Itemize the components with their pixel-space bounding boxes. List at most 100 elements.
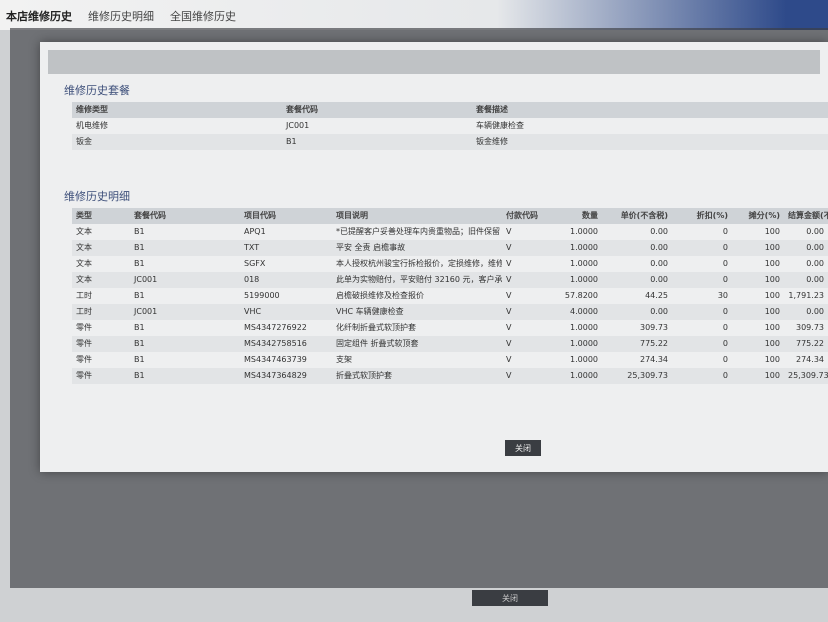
table-cell: 1.0000 [570, 355, 598, 364]
table-row[interactable]: 工时 B1 5199000 启檐破损维修及检查报价 V 57.8200 44.25 30 100… [72, 288, 828, 304]
table-cell: 0.00 [806, 259, 824, 268]
table-cell: 0.00 [650, 307, 668, 316]
table-cell: 车辆健康检查 [476, 121, 524, 130]
table-cell: B1 [134, 259, 145, 268]
table-row[interactable]: 钣金 B1 钣金维修 [72, 134, 828, 150]
table-cell: 0.00 [806, 275, 824, 284]
table-cell: 1.0000 [570, 339, 598, 348]
table-cell: 1.0000 [570, 227, 598, 236]
table-cell: V [506, 243, 512, 252]
table-cell: 100 [764, 371, 780, 380]
table-cell: 0 [722, 275, 728, 284]
table-cell: B1 [286, 137, 297, 146]
table-cell: 1,791.23 [788, 291, 824, 300]
table-cell: 0 [722, 339, 728, 348]
table-cell: 1.0000 [570, 323, 598, 332]
table-cell: 25,309.73 [788, 371, 828, 380]
table-cell: 30 [717, 291, 728, 300]
table-cell: 零件 [76, 355, 92, 364]
table-cell: 文本 [76, 227, 92, 236]
details-title: 维修历史明细 [64, 190, 130, 203]
column-header[interactable]: 摊分(%) [748, 211, 780, 220]
table-cell: B1 [134, 371, 145, 380]
table-row[interactable]: 零件 B1 MS4347276922 化纤制折叠式软顶护套 V 1.0000 309.73 0… [72, 320, 828, 336]
table-row[interactable]: 零件 B1 MS4342758516 固定组件 折叠式软顶套 V 1.0000 775.22… [72, 336, 828, 352]
table-cell: 309.73 [640, 323, 668, 332]
bottom-close-button[interactable]: 关闭 [472, 590, 548, 606]
table-cell: 0 [722, 259, 728, 268]
table-row[interactable]: 零件 B1 MS4347364829 折叠式软顶护套 V 1.0000 25,309.73 0… [72, 368, 828, 384]
tab-history-detail[interactable]: 维修历史明细 [88, 10, 154, 23]
table-cell: 零件 [76, 371, 92, 380]
table-row[interactable]: 文本 B1 SGFX 本人授权杭州骏宝行拆检报价，定损维修，维修方... V 1.0000… [72, 256, 828, 272]
table-cell: 100 [764, 259, 780, 268]
table-cell: 0.00 [806, 243, 824, 252]
table-cell: 0 [722, 243, 728, 252]
table-cell: V [506, 355, 512, 364]
table-row[interactable]: 零件 B1 MS4347463739 支架 V 1.0000 274.34 0 100 274.3… [72, 352, 828, 368]
table-cell: 0 [722, 307, 728, 316]
column-header[interactable]: 项目代码 [244, 211, 276, 220]
tab-bar: 本店维修历史 维修历史明细 全国维修历史 [0, 0, 828, 30]
tab-store-history[interactable]: 本店维修历史 [6, 10, 72, 23]
table-cell: 775.22 [640, 339, 668, 348]
column-header[interactable]: 付款代码 [506, 211, 538, 220]
table-cell: 25,309.73 [627, 371, 668, 380]
table-cell: 100 [764, 291, 780, 300]
table-cell: 化纤制折叠式软顶护套 [336, 323, 416, 332]
column-header[interactable]: 套餐代码 [134, 211, 166, 220]
close-button[interactable]: 关闭 [505, 440, 541, 456]
table-cell: APQ1 [244, 227, 266, 236]
table-cell: 0 [722, 227, 728, 236]
table-row[interactable]: 机电维修 JC001 车辆健康检查 [72, 118, 828, 134]
table-cell: B1 [134, 243, 145, 252]
table-cell: 本人授权杭州骏宝行拆检报价，定损维修，维修方... [336, 259, 502, 268]
table-cell: SGFX [244, 259, 266, 268]
table-cell: MS4347364829 [244, 371, 307, 380]
table-cell: 100 [764, 227, 780, 236]
table-row[interactable]: 文本 B1 APQ1 *已提醒客户妥善处理车内贵重物品；旧件保留 否;... V 1.00… [72, 224, 828, 240]
table-cell: 274.34 [640, 355, 668, 364]
table-cell: 机电维修 [76, 121, 108, 130]
table-cell: VHC 车辆健康检查 [336, 307, 404, 316]
column-header[interactable]: 类型 [76, 211, 92, 220]
packages-table: 维修类型 套餐代码 套餐描述 机电维修 JC001 车辆健康检查 钣金 B1 钣金维修 [72, 102, 828, 150]
table-cell: 775.22 [796, 339, 824, 348]
table-cell: 此单为实物赔付，平安赔付 32160 元，客户承担0... [336, 275, 502, 284]
table-row[interactable]: 工时 JC001 VHC VHC 车辆健康检查 V 4.0000 0.00 0 100 0.00 [72, 304, 828, 320]
table-cell: 100 [764, 243, 780, 252]
table-cell: 零件 [76, 339, 92, 348]
table-cell: 309.73 [796, 323, 824, 332]
table-cell: 平安 全责 启檐事故 [336, 243, 406, 252]
column-header[interactable]: 结算金额(不含税) [788, 211, 828, 220]
table-cell: 文本 [76, 275, 92, 284]
tab-national-history[interactable]: 全国维修历史 [170, 10, 236, 23]
table-cell: V [506, 291, 512, 300]
column-header[interactable]: 单价(不含税) [620, 211, 668, 220]
column-header[interactable]: 套餐描述 [476, 105, 508, 114]
table-cell: JC001 [134, 307, 158, 316]
column-header[interactable]: 项目说明 [336, 211, 368, 220]
table-cell: MS4347276922 [244, 323, 307, 332]
column-header[interactable]: 折扣(%) [696, 211, 728, 220]
table-cell: 文本 [76, 259, 92, 268]
table-cell: 100 [764, 307, 780, 316]
table-cell: 文本 [76, 243, 92, 252]
table-cell: 0.00 [806, 227, 824, 236]
table-cell: 0.00 [650, 243, 668, 252]
table-row[interactable]: 文本 B1 TXT 平安 全责 启檐事故 V 1.0000 0.00 0 100 0.00 [72, 240, 828, 256]
table-cell: TXT [244, 243, 260, 252]
table-cell: 1.0000 [570, 275, 598, 284]
table-cell: 1.0000 [570, 259, 598, 268]
table-cell: 100 [764, 355, 780, 364]
table-cell: 工时 [76, 307, 92, 316]
table-row[interactable]: 文本 JC001 018 此单为实物赔付，平安赔付 32160 元，客户承担0... V… [72, 272, 828, 288]
table-cell: B1 [134, 227, 145, 236]
table-cell: V [506, 307, 512, 316]
table-cell: 支架 [336, 355, 352, 364]
column-header[interactable]: 数量 [582, 211, 598, 220]
table-cell: 钣金维修 [476, 137, 508, 146]
column-header[interactable]: 维修类型 [76, 105, 108, 114]
column-header[interactable]: 套餐代码 [286, 105, 318, 114]
table-cell: 44.25 [645, 291, 668, 300]
